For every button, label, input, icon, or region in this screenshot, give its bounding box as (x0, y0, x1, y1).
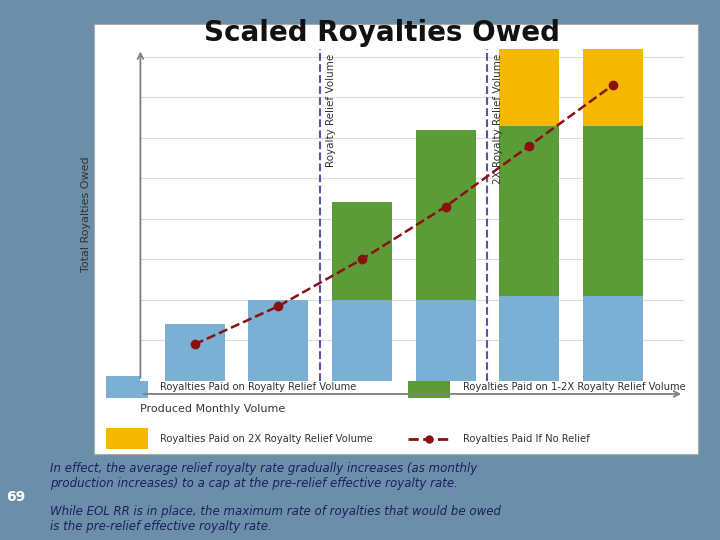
Bar (248, 300, 308, 381)
Bar (106, 376, 148, 398)
Bar (499, 49, 559, 125)
Text: Royalty Relief Volume: Royalty Relief Volume (326, 53, 336, 167)
Text: In effect, the average relief royalty rate gradually increases (as monthly
produ: In effect, the average relief royalty ra… (50, 462, 477, 490)
Bar (106, 428, 148, 449)
Bar (415, 130, 476, 300)
Text: Royalties Paid on 1-2X Royalty Relief Volume: Royalties Paid on 1-2X Royalty Relief Vo… (462, 382, 685, 392)
Text: Royalties Paid on Royalty Relief Volume: Royalties Paid on Royalty Relief Volume (160, 382, 356, 392)
Text: 2X Royalty Relief Volume: 2X Royalty Relief Volume (493, 53, 503, 184)
Bar (582, 0, 643, 125)
Bar (165, 324, 225, 381)
Bar (582, 295, 643, 381)
Bar (332, 300, 392, 381)
Text: Scaled Royalties Owed: Scaled Royalties Owed (204, 19, 559, 47)
Bar (415, 300, 476, 381)
Text: Royalties Paid on 2X Royalty Relief Volume: Royalties Paid on 2X Royalty Relief Volu… (160, 434, 373, 443)
Bar (582, 125, 643, 295)
Text: Total Royalties Owed: Total Royalties Owed (81, 157, 91, 273)
Bar (499, 295, 559, 381)
Text: Royalties Paid If No Relief: Royalties Paid If No Relief (462, 434, 589, 443)
Text: 69: 69 (6, 490, 26, 504)
Bar (408, 376, 451, 398)
Bar (332, 202, 392, 300)
Bar (499, 125, 559, 295)
Text: While EOL RR is in place, the maximum rate of royalties that would be owed
is th: While EOL RR is in place, the maximum ra… (50, 505, 501, 533)
Text: Produced Monthly Volume: Produced Monthly Volume (140, 404, 286, 414)
